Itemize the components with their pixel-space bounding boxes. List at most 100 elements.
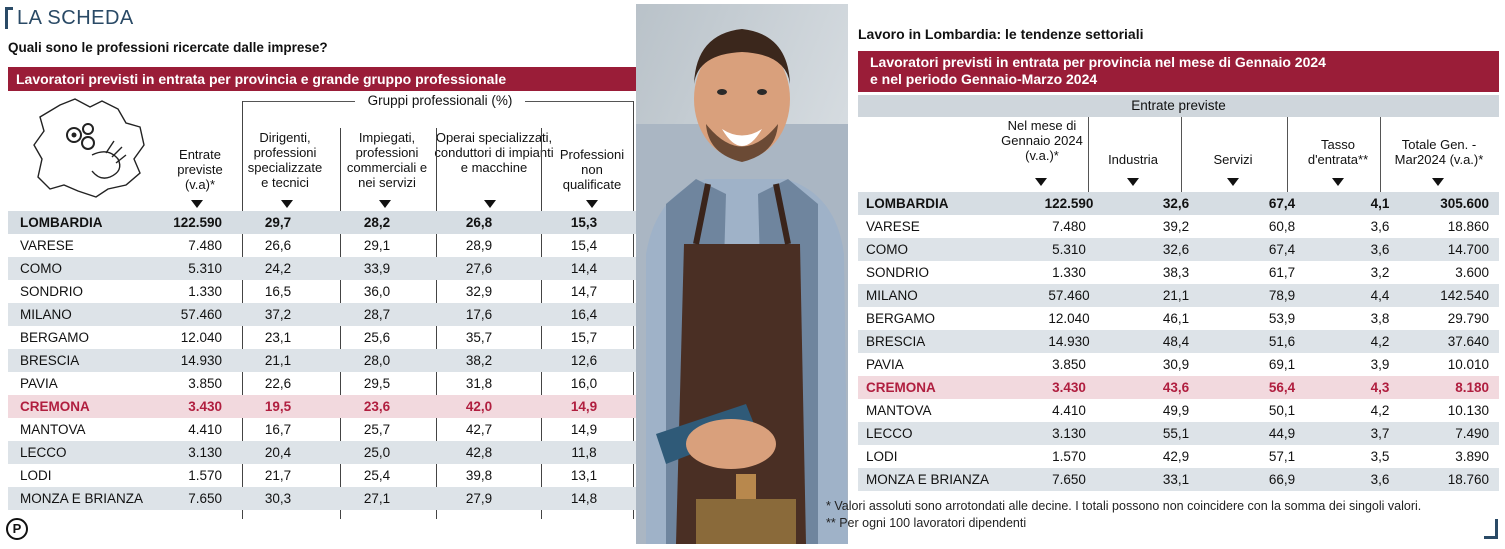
table-cell: 32,6 xyxy=(1140,192,1212,215)
left-band-title: Lavoratori previsti in entrata per provi… xyxy=(8,67,636,91)
province-name: SONDRIO xyxy=(20,284,84,299)
table-cell: 4.410 xyxy=(188,422,222,437)
arrow-down-icon xyxy=(379,200,391,208)
table-cell: 25,6 xyxy=(363,330,391,345)
table-row: PAVIA 3.850 22,6 29,5 31,8 16,0 xyxy=(8,372,636,395)
province-name: LODI xyxy=(20,468,52,483)
table-row: BRESCIA 14.930 48,4 51,6 4,2 37.640 xyxy=(858,330,1499,353)
table-cell: 28,0 xyxy=(328,349,426,372)
table-cell: 36,0 xyxy=(363,284,391,299)
table-cell: 27,6 xyxy=(426,257,532,280)
arrow-down-icon xyxy=(586,200,598,208)
table-cell: 1.570 xyxy=(188,468,222,483)
table-cell: 56,4 xyxy=(1212,376,1352,399)
column-divider xyxy=(1181,117,1182,192)
province-name: LECCO xyxy=(8,441,158,464)
table-cell: 57,1 xyxy=(1268,449,1296,464)
table-cell: 3,7 xyxy=(1352,422,1408,445)
table-cell: 55,1 xyxy=(1140,422,1212,445)
province-name: BERGAMO xyxy=(20,330,90,345)
table-cell: 33,1 xyxy=(1140,468,1212,491)
arrow-down-icon xyxy=(1127,178,1139,186)
table-cell: 14,9 xyxy=(532,395,636,418)
group-title: Gruppi professionali (%) xyxy=(355,93,525,108)
table-cell: 3.850 xyxy=(188,376,222,391)
table-cell: 142.540 xyxy=(1408,284,1499,307)
table-row: MANTOVA 4.410 16,7 25,7 42,7 14,9 xyxy=(8,418,636,441)
province-name: MILANO xyxy=(8,303,158,326)
table-row: SONDRIO 1.330 16,5 36,0 32,9 14,7 xyxy=(8,280,636,303)
table-row: LOMBARDIA 122.590 29,7 28,2 26,8 15,3 xyxy=(8,211,636,234)
table-cell: 43,6 xyxy=(1140,376,1212,399)
table-row: MONZA E BRIANZA 7.650 33,1 66,9 3,6 18.760 xyxy=(858,468,1499,491)
table-cell: 4,4 xyxy=(1352,284,1408,307)
table-cell: 27,1 xyxy=(328,487,426,510)
province-name: SONDRIO xyxy=(866,265,930,280)
table-cell: 3.430 xyxy=(998,376,1140,399)
table-cell: 3.130 xyxy=(158,441,228,464)
table-cell: 3.890 xyxy=(1455,449,1489,464)
province-name: COMO xyxy=(8,257,158,280)
table-row: LECCO 3.130 20,4 25,0 42,8 11,8 xyxy=(8,441,636,464)
table-cell: 37.640 xyxy=(1408,330,1499,353)
table-cell: 25,0 xyxy=(328,441,426,464)
table-cell: 35,7 xyxy=(465,330,493,345)
table-cell: 14,7 xyxy=(570,284,598,299)
arrow-down-icon xyxy=(281,200,293,208)
province-name: BRESCIA xyxy=(858,330,998,353)
col-gennaio: Nel mese di Gennaio 2024 (v.a.)* xyxy=(1001,118,1083,163)
footnote-1: * Valori assoluti sono arrotondati alle … xyxy=(826,499,1422,513)
table-row: MANTOVA 4.410 49,9 50,1 4,2 10.130 xyxy=(858,399,1499,422)
table-cell: 25,7 xyxy=(363,422,391,437)
table-cell: 5.310 xyxy=(998,238,1140,261)
brand-header: LA SCHEDA xyxy=(5,6,134,30)
table-row: CREMONA 3.430 19,5 23,6 42,0 14,9 xyxy=(8,395,636,418)
publisher-logo: P xyxy=(6,518,28,540)
table-cell: 7.490 xyxy=(1408,422,1499,445)
table-cell: 61,7 xyxy=(1268,265,1296,280)
table-cell: 42,0 xyxy=(426,395,532,418)
province-name: MANTOVA xyxy=(20,422,86,437)
table-cell: 44,9 xyxy=(1212,422,1352,445)
table-cell: 31,8 xyxy=(465,376,493,391)
column-divider xyxy=(1088,117,1089,192)
table-cell: 42,7 xyxy=(465,422,493,437)
col-tasso: Tasso d'entrata** xyxy=(1307,137,1369,167)
table-cell: 3,9 xyxy=(1370,357,1390,372)
table-row: VARESE 7.480 26,6 29,1 28,9 15,4 xyxy=(8,234,636,257)
table-cell: 60,8 xyxy=(1268,219,1296,234)
province-name: MONZA E BRIANZA xyxy=(858,468,998,491)
table-cell: 305.600 xyxy=(1408,192,1499,215)
table-cell: 16,5 xyxy=(264,284,292,299)
table-cell: 21,7 xyxy=(264,468,292,483)
col-impiegati: Impiegati, professioni commerciali e nei… xyxy=(346,130,428,190)
province-name: CREMONA xyxy=(858,376,998,399)
table-cell: 14,4 xyxy=(532,257,636,280)
arrow-down-icon xyxy=(1332,178,1344,186)
arrow-down-icon xyxy=(1227,178,1239,186)
table-row: LECCO 3.130 55,1 44,9 3,7 7.490 xyxy=(858,422,1499,445)
table-cell: 46,1 xyxy=(1162,311,1190,326)
table-cell: 12.040 xyxy=(1048,311,1090,326)
arrow-down-icon xyxy=(1432,178,1444,186)
province-name: LODI xyxy=(866,449,898,464)
table-cell: 38,2 xyxy=(426,349,532,372)
table-cell: 26,6 xyxy=(264,238,292,253)
table-cell: 14.700 xyxy=(1408,238,1499,261)
table-cell: 42,8 xyxy=(426,441,532,464)
table-row: MILANO 57.460 21,1 78,9 4,4 142.540 xyxy=(858,284,1499,307)
table-cell: 22,6 xyxy=(264,376,292,391)
table-cell: 4.410 xyxy=(1052,403,1086,418)
province-name: BERGAMO xyxy=(866,311,936,326)
table-cell: 37,2 xyxy=(228,303,328,326)
table-cell: 12.040 xyxy=(180,330,222,345)
table-cell: 67,4 xyxy=(1212,192,1352,215)
table-cell: 23,6 xyxy=(328,395,426,418)
table-cell: 4,2 xyxy=(1370,403,1390,418)
table-cell: 29,7 xyxy=(228,211,328,234)
table-cell: 20,4 xyxy=(228,441,328,464)
table-cell: 4,1 xyxy=(1352,192,1408,215)
table-cell: 16,0 xyxy=(570,376,598,391)
table-cell: 39,8 xyxy=(465,468,493,483)
table-cell: 14.930 xyxy=(998,330,1140,353)
